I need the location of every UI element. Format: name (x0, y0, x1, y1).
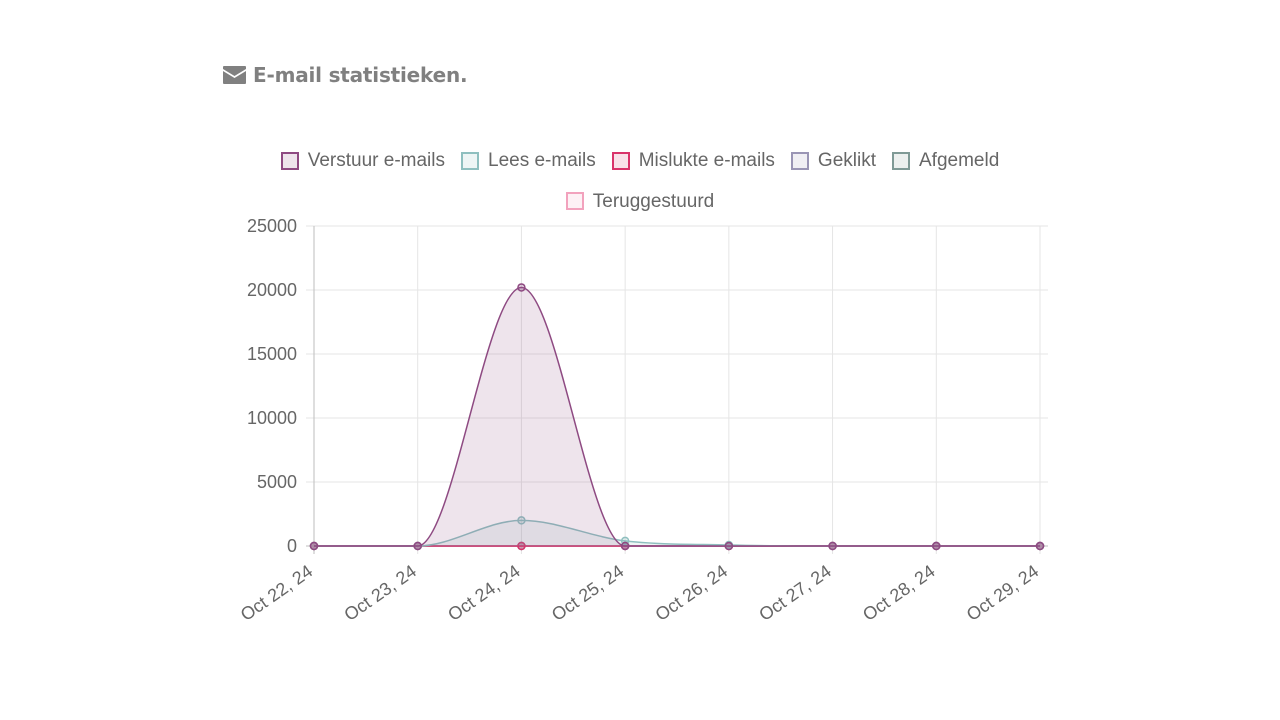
legend-label: Teruggestuurd (592, 190, 715, 212)
y-tick-label: 25000 (247, 216, 297, 236)
legend-item-mislukte-e-mails[interactable]: Mislukte e-mails (611, 142, 775, 179)
data-point[interactable] (517, 516, 526, 525)
data-point[interactable] (1035, 541, 1045, 551)
legend-item-lees-e-mails[interactable]: Lees e-mails (461, 142, 596, 179)
legend-item-teruggestuurd[interactable]: Teruggestuurd (565, 183, 715, 220)
legend-swatch (280, 151, 299, 170)
data-point[interactable] (517, 541, 526, 551)
data-point[interactable] (620, 541, 630, 551)
x-tick-label: Oct 25, 24 (548, 561, 628, 625)
data-point[interactable] (932, 541, 941, 551)
envelope-icon (223, 66, 246, 84)
y-tick-label: 0 (287, 536, 297, 556)
legend-label: Lees e-mails (488, 150, 596, 171)
series-line-verstuur-e-mails (314, 286, 1040, 547)
series-line-lees-e-mails (314, 519, 1040, 547)
series-area-lees-e-mails (314, 520, 1040, 546)
legend-swatch (790, 151, 809, 170)
legend-item-verstuur-e-mails[interactable]: Verstuur e-mails (280, 142, 445, 179)
panel-title-text: E-mail statistieken. (253, 63, 468, 87)
gridlines (306, 225, 1048, 554)
x-tick-label: Oct 24, 24 (444, 561, 524, 625)
legend-label: Mislukte e-mails (638, 150, 775, 171)
legend-label: Verstuur e-mails (307, 150, 445, 171)
data-point[interactable] (309, 541, 319, 551)
legend-label: Afgemeld (919, 150, 1000, 171)
y-tick-label: 5000 (257, 472, 297, 492)
x-tick-label: Oct 29, 24 (963, 561, 1043, 625)
data-point[interactable] (517, 283, 526, 292)
x-tick-label: Oct 23, 24 (340, 561, 420, 625)
legend-item-afgemeld[interactable]: Afgemeld (892, 142, 999, 179)
panel-title: E-mail statistieken. (222, 60, 468, 90)
legend-swatch (892, 151, 910, 170)
y-tick-label: 10000 (247, 408, 297, 428)
chart-legend: Verstuur e-mails Lees e-mails Mislukte e-m… (220, 142, 1060, 223)
legend-swatch (611, 151, 630, 170)
legend-swatch (565, 192, 584, 210)
data-point[interactable] (413, 541, 422, 551)
series-verstuur-e-mails (309, 283, 1045, 551)
y-tick-label: 15000 (247, 344, 297, 364)
data-point[interactable] (828, 541, 837, 551)
series-area-verstuur-e-mails (314, 287, 1040, 546)
data-point[interactable] (724, 541, 734, 551)
legend-swatch (461, 151, 479, 170)
legend-item-geklikt[interactable]: Geklikt (790, 142, 876, 179)
x-tick-label: Oct 28, 24 (859, 561, 939, 625)
x-tick-label: Oct 22, 24 (237, 561, 317, 625)
y-tick-label: 20000 (247, 280, 297, 300)
legend-label: Geklikt (817, 150, 876, 171)
x-tick-label: Oct 26, 24 (652, 561, 732, 625)
x-tick-label: Oct 27, 24 (755, 561, 835, 625)
